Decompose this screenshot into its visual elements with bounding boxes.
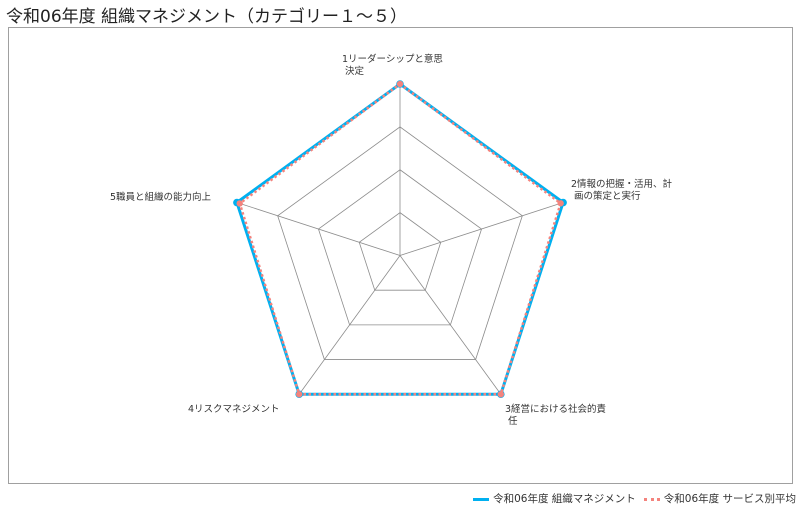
grid-ring xyxy=(277,126,523,360)
axis-spoke xyxy=(298,255,401,395)
legend-swatch-solid xyxy=(473,497,490,501)
series-line xyxy=(238,82,563,396)
data-point xyxy=(236,200,243,207)
data-point xyxy=(497,391,505,398)
legend-label: 令和06年度 組織マネジメント xyxy=(493,493,636,505)
legend-swatch-dotted xyxy=(643,497,660,501)
axis-label: 任 xyxy=(508,415,518,427)
axis-label: 2情報の把握・活用、計 xyxy=(571,178,673,190)
axis-label: 決定 xyxy=(345,65,365,77)
axis-label: 画の策定と実行 xyxy=(574,190,641,202)
data-point xyxy=(295,391,303,398)
axis-spoke xyxy=(399,255,502,395)
grid-ring xyxy=(317,169,483,326)
axis-label: 3経営における社会的責 xyxy=(505,403,606,415)
axis-label: 1リーダーシップと意思 xyxy=(342,53,443,65)
chart-frame xyxy=(8,27,793,484)
legend-item-0: 令和06年度 組織マネジメント xyxy=(473,491,636,506)
axis-spoke xyxy=(236,202,401,256)
chart-title: 令和06年度 組織マネジメント（カテゴリー１～５） xyxy=(6,7,408,27)
legend-item-1: 令和06年度 サービス別平均 xyxy=(643,491,796,506)
legend: 令和06年度 組織マネジメント 令和06年度 サービス別平均 xyxy=(473,491,796,506)
grid-ring xyxy=(358,212,442,291)
axis-spoke xyxy=(399,202,564,256)
data-point xyxy=(396,80,404,88)
axis-label: 5職員と組織の能力向上 xyxy=(110,191,212,203)
legend-label: 令和06年度 サービス別平均 xyxy=(663,493,796,505)
axis-label: 4リスクマネジメント xyxy=(188,404,280,415)
data-point xyxy=(557,200,564,207)
